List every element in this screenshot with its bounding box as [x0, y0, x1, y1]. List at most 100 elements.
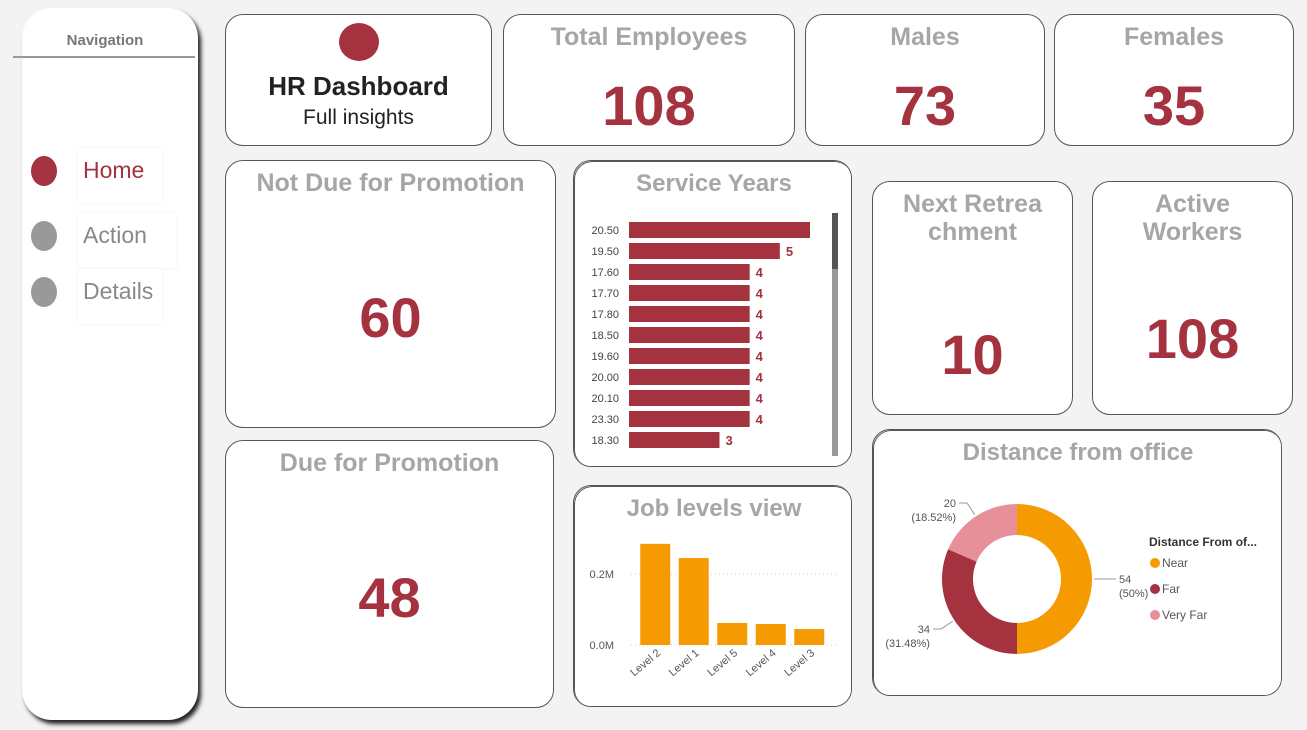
- bar: [629, 432, 720, 448]
- data-label: 54: [1119, 574, 1131, 586]
- donut-slice: [1017, 504, 1092, 654]
- y-tick-label: 17.80: [591, 309, 619, 321]
- y-tick-label: 23.30: [591, 414, 619, 426]
- kpi-card: Males 73: [805, 14, 1045, 146]
- card-value: 60: [359, 286, 422, 349]
- kpi-card: Active Workers 108: [1092, 181, 1293, 415]
- data-label: 3: [726, 433, 733, 448]
- bar: [755, 624, 786, 645]
- legend-marker: [1150, 610, 1160, 620]
- bar: [629, 285, 750, 301]
- card-title: Due for Promotion: [279, 449, 500, 477]
- navigation-panel: Navigation Home Action Details: [13, 8, 198, 720]
- kpi-card: Not Due for Promotion 60: [225, 160, 556, 428]
- card-frame: [574, 486, 851, 706]
- nav-dot: [31, 156, 57, 186]
- card-value: 108: [1145, 307, 1240, 370]
- data-label: 4: [756, 370, 764, 385]
- leader-line: [932, 620, 953, 630]
- y-tick-label: 20.00: [591, 372, 619, 384]
- data-label: 4: [756, 307, 764, 322]
- y-tick-label: 18.30: [591, 435, 619, 447]
- card-title: Not Due for Promotion: [256, 169, 525, 197]
- nav-divider: [13, 56, 195, 58]
- card-title: Next Retreachment: [903, 190, 1042, 246]
- y-tick-label: 0.0M: [590, 640, 614, 652]
- data-label: 4: [756, 391, 764, 406]
- scrollbar[interactable]: [832, 213, 838, 456]
- chart-title: Distance from office: [963, 439, 1194, 466]
- card-title: Males: [890, 23, 960, 51]
- bar: [629, 369, 750, 385]
- kpi-card: Total Employees 108: [503, 14, 795, 146]
- card-value: 73: [893, 74, 957, 137]
- percent-label: (31.48%): [885, 638, 930, 650]
- y-tick-label: 19.50: [591, 246, 619, 258]
- y-tick-label: 20.50: [591, 225, 619, 237]
- nav-home[interactable]: Home: [78, 148, 162, 203]
- legend-marker: [1150, 558, 1160, 568]
- bar: [629, 222, 810, 238]
- header-card: HR Dashboard Full insights: [225, 14, 492, 146]
- chart-title: Job levels view: [627, 495, 802, 522]
- card-title: Total Employees: [550, 23, 748, 51]
- data-label: 20: [944, 498, 956, 510]
- bar: [629, 390, 750, 406]
- card-title: Active Workers: [1142, 190, 1243, 246]
- nav-action[interactable]: Action: [78, 213, 176, 268]
- percent-label: (18.52%): [911, 512, 956, 524]
- kpi-card: Females 35: [1054, 14, 1294, 146]
- data-label: 34: [918, 624, 930, 636]
- nav-details[interactable]: Details: [78, 269, 162, 324]
- bar: [629, 306, 750, 322]
- y-tick-label: 19.60: [591, 351, 619, 363]
- leader-line: [958, 502, 976, 515]
- data-label: 4: [756, 286, 764, 301]
- kpi-card: Next Retreachment 10: [872, 181, 1073, 415]
- bar: [678, 558, 709, 645]
- card-title: Females: [1123, 23, 1225, 51]
- legend-label: Far: [1162, 582, 1180, 596]
- legend-label: Very Far: [1162, 608, 1207, 622]
- y-tick-label: 0.2M: [590, 569, 614, 581]
- y-tick-label: 18.50: [591, 330, 619, 342]
- bar: [629, 411, 750, 427]
- legend-title: Distance From of...: [1149, 535, 1257, 549]
- kpi-card: Due for Promotion 48: [225, 440, 554, 708]
- header-subtitle: Full insights: [303, 106, 414, 129]
- card-value: 48: [358, 566, 421, 629]
- scrollbar-thumb[interactable]: [832, 213, 838, 269]
- donut-slice: [948, 504, 1017, 562]
- data-label: 4: [756, 412, 764, 427]
- bar: [629, 327, 750, 343]
- nav-dot: [31, 277, 57, 307]
- bar: [629, 264, 750, 280]
- bar: [629, 348, 750, 364]
- data-label: 4: [756, 265, 764, 280]
- legend-marker: [1150, 584, 1160, 594]
- bar: [717, 622, 748, 645]
- data-label: 4: [756, 349, 764, 364]
- donut-slice: [942, 549, 1017, 654]
- data-label: 5: [786, 244, 793, 259]
- y-tick-label: 17.60: [591, 267, 619, 279]
- distance-chart: Distance from office 54 (50%) 34 (31.48%) 20…: [872, 429, 1282, 696]
- y-tick-label: 20.10: [591, 393, 619, 405]
- bar: [794, 629, 825, 645]
- percent-label: (50%): [1119, 588, 1148, 600]
- service-years-chart: Service Years 20.50 19.50 5 17.60 4 17.70 4 17.…: [573, 160, 852, 467]
- card-value: 108: [602, 74, 696, 137]
- logo: [339, 23, 379, 61]
- chart-title: Service Years: [636, 170, 792, 197]
- card-value: 10: [941, 323, 1004, 386]
- card-value: 35: [1142, 74, 1206, 137]
- y-tick-label: 17.70: [591, 288, 619, 300]
- bar: [640, 543, 671, 645]
- data-label: 4: [756, 328, 764, 343]
- nav-title: Navigation: [66, 32, 144, 49]
- nav-dot: [31, 221, 57, 251]
- bar: [629, 243, 780, 259]
- legend-label: Near: [1162, 556, 1188, 570]
